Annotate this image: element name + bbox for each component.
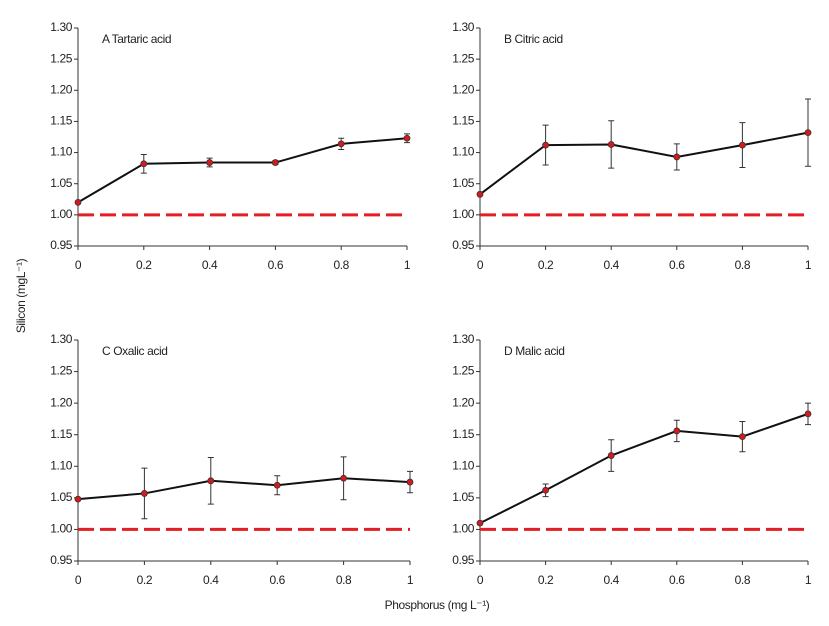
data-point (607, 141, 615, 148)
y-tick-label: 1.25 (50, 51, 72, 65)
x-tick-label: 0.8 (735, 573, 751, 587)
y-tick-label: 0.95 (50, 553, 72, 567)
y-tick-label: 1.10 (50, 145, 72, 159)
y-tick-label: 1.05 (50, 176, 72, 190)
data-line (77, 477, 411, 501)
data-point (607, 452, 615, 459)
data-point (206, 159, 214, 166)
y-tick-label: 1.00 (452, 207, 474, 221)
x-tick-label: 0.8 (336, 573, 352, 587)
data-point (542, 141, 549, 149)
y-tick-label: 1.10 (50, 458, 72, 472)
data-point (476, 190, 484, 198)
data-point (804, 410, 812, 418)
y-tick-label: 1.10 (452, 458, 474, 472)
y-tick-label: 1.20 (452, 395, 474, 409)
y-tick-label: 1.30 (50, 20, 72, 34)
y-tick-label: 1.05 (452, 176, 474, 190)
y-axis-label: Silicon (mgL⁻¹) (14, 258, 28, 333)
x-tick-label: 0 (75, 573, 82, 587)
data-point (140, 490, 148, 497)
y-tick-label: 1.20 (50, 82, 72, 96)
data-line (479, 412, 809, 525)
x-tick-label: 0.2 (538, 258, 554, 272)
y-tick-label: 1.00 (452, 522, 474, 536)
data-line (479, 131, 809, 196)
data-point (739, 141, 746, 149)
x-tick-label: 0 (75, 258, 82, 272)
data-point (542, 486, 549, 494)
y-tick-label: 1.00 (50, 522, 72, 536)
x-tick-label: 0.6 (269, 573, 285, 587)
x-tick-label: 1 (805, 258, 812, 272)
panel-title: C Oxalic acid (102, 344, 168, 358)
x-tick-label: 0.4 (603, 573, 619, 587)
data-point (673, 427, 681, 435)
data-point (273, 481, 281, 489)
x-tick-label: 0.6 (268, 258, 284, 272)
data-point (271, 159, 279, 166)
x-axis-label: Phosphorus (mg L⁻¹) (385, 598, 490, 612)
y-tick-label: 1.15 (50, 427, 72, 441)
x-tick-label: 1 (407, 573, 414, 587)
data-point (340, 474, 348, 482)
x-tick-label: 0.4 (202, 258, 218, 272)
x-tick-label: 0 (477, 573, 484, 587)
data-point (476, 519, 484, 527)
y-tick-label: 1.30 (452, 332, 474, 346)
x-tick-label: 0.8 (735, 258, 751, 272)
x-tick-label: 0.6 (669, 573, 685, 587)
y-tick-label: 0.95 (452, 553, 474, 567)
data-point (403, 134, 411, 142)
y-tick-label: 1.15 (452, 114, 474, 128)
data-point (804, 129, 812, 137)
y-tick-label: 1.15 (452, 427, 474, 441)
y-tick-label: 1.20 (50, 395, 72, 409)
data-line (77, 137, 408, 204)
x-tick-label: 0.2 (136, 258, 152, 272)
x-tick-label: 0.2 (137, 573, 153, 587)
data-point (74, 198, 82, 206)
x-tick-label: 0 (477, 258, 484, 272)
x-tick-label: 1 (805, 573, 812, 587)
data-point (673, 153, 681, 161)
y-tick-label: 1.10 (452, 145, 474, 159)
x-tick-label: 1 (404, 258, 411, 272)
x-tick-label: 0.6 (669, 258, 685, 272)
panel-title: A Tartaric acid (102, 32, 171, 46)
y-tick-label: 0.95 (452, 238, 474, 252)
y-tick-label: 1.30 (50, 332, 72, 346)
y-tick-label: 1.00 (50, 207, 72, 221)
y-tick-label: 0.95 (50, 238, 72, 252)
panel-title: B Citric acid (504, 32, 563, 46)
y-tick-label: 1.25 (452, 364, 474, 378)
data-point (74, 495, 82, 503)
data-point (140, 160, 148, 168)
y-tick-label: 1.30 (452, 20, 474, 34)
data-point (207, 477, 215, 485)
y-tick-label: 1.05 (50, 490, 72, 504)
x-tick-label: 0.4 (203, 573, 219, 587)
data-point (406, 478, 414, 486)
y-tick-label: 1.05 (452, 490, 474, 504)
y-tick-label: 1.15 (50, 114, 72, 128)
data-point (337, 140, 345, 148)
x-tick-label: 0.8 (333, 258, 349, 272)
y-tick-label: 1.20 (452, 82, 474, 96)
y-tick-label: 1.25 (452, 51, 474, 65)
panel-title: D Malic acid (504, 344, 565, 358)
x-tick-label: 0.2 (538, 573, 554, 587)
data-point (739, 433, 746, 441)
x-tick-label: 0.4 (603, 258, 619, 272)
y-tick-label: 1.25 (50, 364, 72, 378)
